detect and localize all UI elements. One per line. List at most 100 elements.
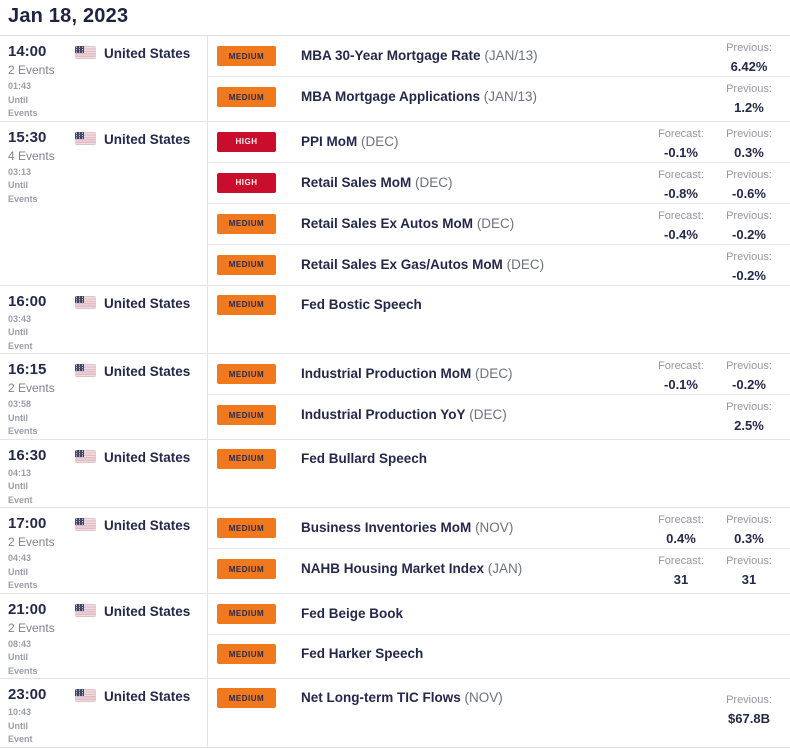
event-name: Fed Harker Speech xyxy=(301,644,647,664)
event-row[interactable]: HIGH Retail Sales MoM (DEC) Forecast: -0… xyxy=(208,161,790,203)
countdown-line: Event xyxy=(8,494,33,505)
time-cell: 16:30 04:13 Until Event xyxy=(0,440,75,508)
time-block: 16:15 2 Events 03:58 Until Events United S… xyxy=(0,354,790,440)
countdown-line: 01:43 xyxy=(8,81,32,91)
forecast-column: Forecast: -0.1% xyxy=(647,122,715,162)
forecast-column xyxy=(647,261,715,268)
importance-badge: HIGH xyxy=(217,131,276,152)
event-row[interactable]: MEDIUM NAHB Housing Market Index (JAN) F… xyxy=(208,548,790,589)
country-cell: United States xyxy=(75,36,207,121)
event-row[interactable]: MEDIUM Industrial Production MoM (DEC) F… xyxy=(208,354,790,394)
event-row[interactable]: MEDIUM Industrial Production YoY (DEC) P… xyxy=(208,394,790,435)
importance-badge: MEDIUM xyxy=(217,688,276,708)
time-block: 16:00 03:43 Until Event United States MEDI… xyxy=(0,285,790,354)
event-row[interactable]: MEDIUM Fed Beige Book xyxy=(208,594,790,634)
event-row[interactable]: HIGH PPI MoM (DEC) Forecast: -0.1% Previ… xyxy=(208,122,790,162)
countdown-until: 03:58 Until Events xyxy=(8,398,75,439)
importance-badge: HIGH xyxy=(217,172,276,193)
previous-value: 2.5% xyxy=(734,418,764,433)
event-row[interactable]: MEDIUM Retail Sales Ex Gas/Autos MoM (DE… xyxy=(208,243,790,285)
country-cell: United States xyxy=(75,508,207,593)
countdown-line: 03:13 xyxy=(8,166,32,177)
events-list: MEDIUM Net Long-term TIC Flows (NOV) Pre… xyxy=(207,679,790,747)
importance-badge: MEDIUM xyxy=(217,559,276,579)
event-row[interactable]: MEDIUM MBA 30-Year Mortgage Rate (JAN/13… xyxy=(208,36,790,76)
event-name: Industrial Production MoM (DEC) xyxy=(301,364,647,384)
event-title: MBA Mortgage Applications xyxy=(301,89,481,104)
event-title: Industrial Production YoY xyxy=(301,407,466,422)
time-block: 15:30 4 Events 03:13 Until Events United S… xyxy=(0,121,790,286)
page-title: Jan 18, 2023 xyxy=(8,5,129,27)
forecast-value: 31 xyxy=(673,572,689,587)
previous-column: Previous: 0.3% xyxy=(715,508,783,548)
previous-value: 1.2% xyxy=(734,100,764,115)
event-row[interactable]: MEDIUM Fed Harker Speech xyxy=(208,633,790,674)
event-title: PPI MoM xyxy=(301,133,358,149)
time-block: 14:00 2 Events 01:43 Until Events United S… xyxy=(0,36,790,122)
forecast-column xyxy=(647,688,715,695)
events-count: 2 Events xyxy=(8,535,55,549)
previous-label: Previous: xyxy=(726,127,772,140)
event-name: NAHB Housing Market Index (JAN) xyxy=(301,559,647,579)
countdown-line: 03:58 xyxy=(8,399,32,409)
previous-label: Previous: xyxy=(726,83,772,95)
forecast-column: Forecast: -0.4% xyxy=(647,204,715,244)
previous-value: 0.3% xyxy=(734,144,764,160)
events-list: MEDIUM Fed Beige Book MEDIUM Fed Harker … xyxy=(207,593,790,678)
countdown-line: 10:43 xyxy=(8,707,32,717)
us-flag-icon xyxy=(75,689,96,702)
forecast-label: Forecast: xyxy=(658,168,704,181)
previous-value: 0.3% xyxy=(734,531,764,546)
forecast-value: -0.8% xyxy=(664,185,698,201)
countdown-line: Until xyxy=(8,481,28,491)
event-title: Retail Sales MoM xyxy=(301,174,412,190)
event-row[interactable]: MEDIUM MBA Mortgage Applications (JAN/13… xyxy=(208,76,790,117)
forecast-label: Forecast: xyxy=(658,209,704,222)
countdown-line: Event xyxy=(8,734,33,744)
us-flag-icon xyxy=(75,449,96,463)
countdown-line: Events xyxy=(8,426,38,436)
event-title: Retail Sales Ex Gas/Autos MoM xyxy=(301,256,503,272)
event-period: (NOV) xyxy=(475,520,514,535)
previous-column xyxy=(715,449,783,456)
event-title: Retail Sales Ex Autos MoM xyxy=(301,215,474,231)
importance-badge: MEDIUM xyxy=(217,294,276,315)
event-name: PPI MoM (DEC) xyxy=(301,132,647,152)
importance-badge: MEDIUM xyxy=(217,213,276,234)
countdown-line: Events xyxy=(8,580,38,590)
forecast-column xyxy=(647,610,715,617)
event-time: 15:30 xyxy=(8,128,47,146)
event-row[interactable]: MEDIUM Business Inventories MoM (NOV) Fo… xyxy=(208,508,790,548)
event-period: (DEC) xyxy=(506,256,545,272)
previous-column: Previous: 31 xyxy=(715,549,783,589)
event-row[interactable]: MEDIUM Fed Bostic Speech xyxy=(208,286,790,344)
event-row[interactable]: MEDIUM Fed Bullard Speech xyxy=(208,440,790,498)
previous-label: Previous: xyxy=(726,401,772,413)
us-flag-icon xyxy=(75,131,96,145)
previous-column xyxy=(715,295,783,302)
countdown-line: Event xyxy=(8,340,33,351)
importance-badge: MEDIUM xyxy=(217,254,276,275)
country-label: United States xyxy=(104,689,191,704)
event-time: 23:00 xyxy=(8,686,47,703)
countdown-line: Until xyxy=(8,94,28,105)
time-cell: 21:00 2 Events 08:43 Until Events xyxy=(0,594,75,679)
previous-value: -0.2% xyxy=(732,226,766,242)
event-time: 16:30 xyxy=(8,446,47,464)
importance-badge: MEDIUM xyxy=(217,364,276,384)
event-name: Fed Bostic Speech xyxy=(301,295,647,315)
events-count: 2 Events xyxy=(8,620,55,635)
event-period: (DEC) xyxy=(415,174,453,190)
importance-badge: MEDIUM xyxy=(217,644,276,664)
countdown-line: Until xyxy=(8,180,28,190)
event-name: Business Inventories MoM (NOV) xyxy=(301,518,647,538)
event-row[interactable]: MEDIUM Retail Sales Ex Autos MoM (DEC) F… xyxy=(208,202,790,244)
countdown-line: Until xyxy=(8,327,28,337)
event-row[interactable]: MEDIUM Net Long-term TIC Flows (NOV) Pre… xyxy=(208,679,790,737)
forecast-value: -0.1% xyxy=(664,377,698,392)
previous-value: -0.2% xyxy=(732,267,766,283)
previous-column: Previous: 2.5% xyxy=(715,395,783,435)
events-list: MEDIUM Fed Bullard Speech xyxy=(207,439,790,507)
countdown-line: Until xyxy=(8,566,28,577)
forecast-value: 0.4% xyxy=(666,531,696,546)
